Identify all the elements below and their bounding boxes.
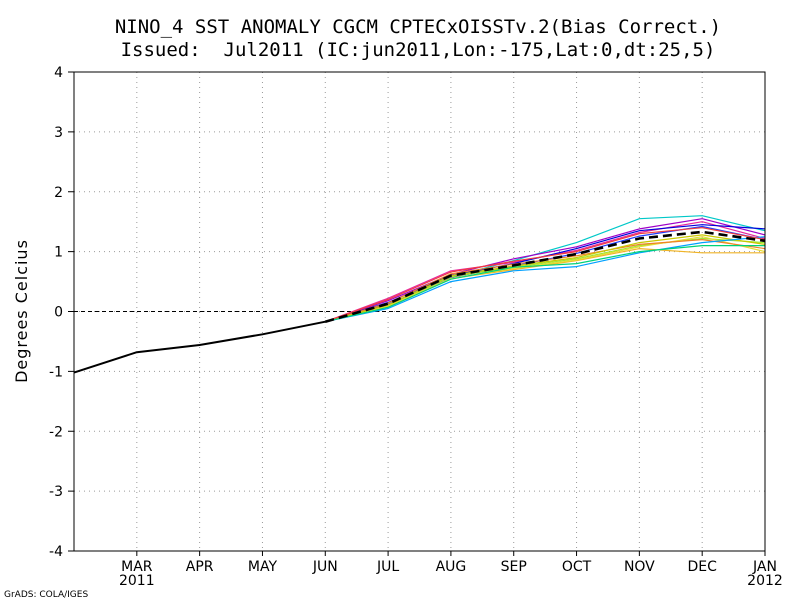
series-line-member-8 <box>325 236 766 323</box>
y-tick-label: -3 <box>49 484 63 500</box>
x-tick-label: MAY <box>248 559 278 575</box>
x-tick-label: NOV <box>624 559 655 575</box>
y-tick-label: -2 <box>49 424 63 440</box>
x-tick-label: AUG <box>436 559 467 575</box>
y-axis-label: Degrees Celcius <box>12 239 31 383</box>
observed-line <box>73 320 326 374</box>
x-tick-label: APR <box>186 559 214 575</box>
x-tick-label: JUL <box>376 559 399 575</box>
x-tick-label: JUN <box>312 559 338 575</box>
x-tick-label: SEP <box>501 559 527 575</box>
x-tick-label: DEC <box>687 559 717 575</box>
y-tick-label: 4 <box>54 65 63 81</box>
y-tick-label: -4 <box>49 544 63 560</box>
y-tick-label: 1 <box>54 245 63 261</box>
y-tick-label: 3 <box>54 125 63 141</box>
series-line-member-11 <box>325 236 766 323</box>
x-tick-year: 2012 <box>747 573 783 589</box>
x-tick-label: JAN <box>752 559 777 575</box>
chart-subtitle: Issued: Jul2011 (IC:jun2011,Lon:-175,Lat… <box>121 39 716 61</box>
y-tick-label: 0 <box>54 305 63 321</box>
y-tick-label: -1 <box>49 364 63 380</box>
grid <box>74 72 765 551</box>
ensemble-mean-line <box>324 230 766 323</box>
x-tick-label: OCT <box>562 559 592 575</box>
series-line-member-2 <box>325 218 766 323</box>
series-lines <box>73 215 766 374</box>
x-tick-year: 2011 <box>119 573 155 589</box>
chart-title: NINO_4 SST ANOMALY CGCM CPTECxOISSTv.2(B… <box>115 16 721 38</box>
series-line-member-13 <box>325 245 765 323</box>
series-line-member-7 <box>325 237 766 323</box>
x-tick-label: MAR <box>121 559 153 575</box>
series-line-member-12 <box>325 227 766 323</box>
y-tick-label: 2 <box>54 185 63 201</box>
grads-credit: GrADS: COLA/IGES <box>4 590 88 600</box>
